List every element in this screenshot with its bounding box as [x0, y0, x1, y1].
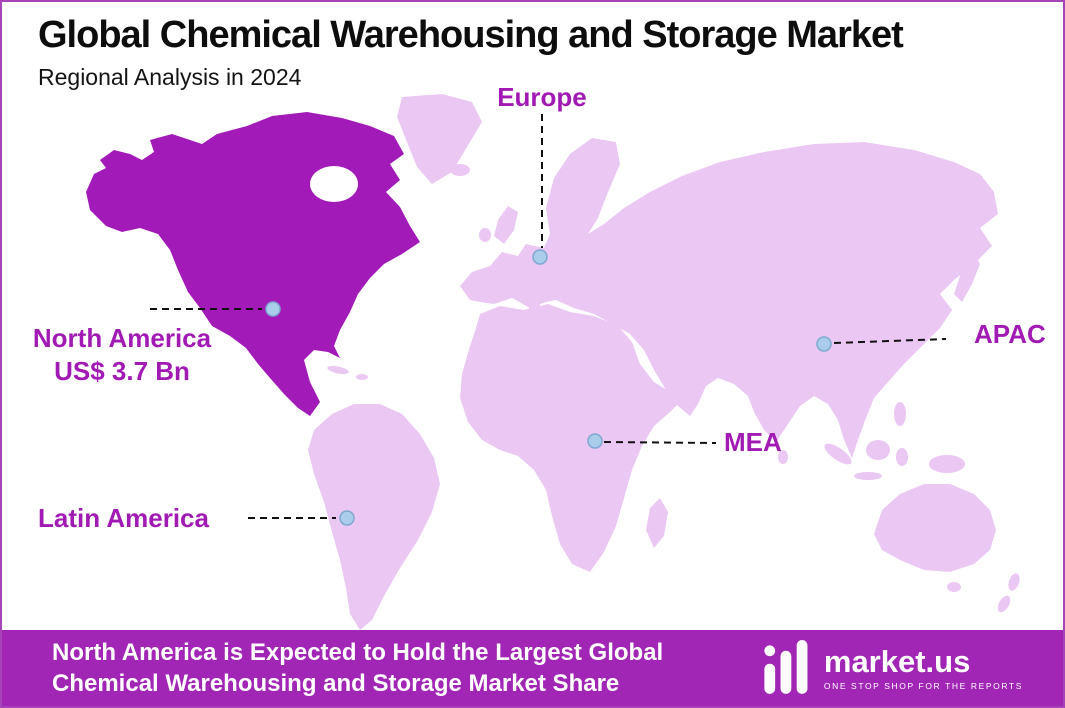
mea-connector — [603, 441, 717, 444]
sumatra-region — [824, 443, 852, 465]
japan-region — [954, 252, 980, 302]
apac-connector — [833, 338, 947, 344]
europe-marker-icon — [532, 249, 548, 265]
north-america-value: US$ 3.7 Bn — [54, 355, 190, 386]
region-markers — [265, 249, 832, 526]
map-landmasses — [308, 94, 1020, 630]
iceland-region — [450, 164, 470, 176]
borneo-region — [866, 440, 890, 460]
sri-lanka-region — [778, 450, 788, 464]
ireland-region — [479, 228, 491, 242]
hudson-bay — [310, 166, 358, 202]
footer-headline-line1: North America is Expected to Hold the La… — [52, 638, 664, 666]
footer-banner: North America is Expected to Hold the La… — [2, 630, 1063, 706]
south-america-region — [308, 404, 440, 630]
label-europe: Europe — [497, 82, 587, 112]
apac-marker-icon — [816, 336, 832, 352]
brand-text: market.us ONE STOP SHOP FOR THE REPORTS — [824, 646, 1023, 691]
philippines-region — [894, 402, 906, 426]
footer-headline-line2: Chemical Warehousing and Storage Market … — [52, 670, 620, 697]
label-apac: APAC — [974, 319, 1046, 349]
sulawesi-region — [896, 448, 908, 466]
new-zealand-south-region — [997, 595, 1011, 613]
latin-america-marker-icon — [339, 510, 355, 526]
caribbean-islands — [327, 365, 368, 380]
java-region — [854, 472, 882, 480]
label-latin-america: Latin America — [38, 503, 209, 533]
new-guinea-region — [929, 455, 965, 473]
brand-tagline: ONE STOP SHOP FOR THE REPORTS — [823, 680, 1023, 691]
australia-region — [874, 484, 996, 572]
label-mea: MEA — [724, 427, 782, 457]
tasmania-region — [947, 582, 961, 592]
connector-lines — [150, 114, 947, 519]
new-zealand-region — [1008, 573, 1020, 591]
market-us-logo-icon — [764, 640, 808, 694]
eurasia-region — [460, 138, 998, 458]
madagascar-region — [646, 498, 668, 548]
greenland-region — [397, 94, 482, 184]
page-subtitle: Regional Analysis in 2024 — [38, 64, 302, 90]
brand-logo: market.us ONE STOP SHOP FOR THE REPORTS — [762, 640, 1023, 696]
africa-region — [460, 304, 684, 572]
north-america-label-text: North America — [32, 323, 212, 353]
uk-region — [494, 206, 518, 244]
mea-marker-icon — [587, 433, 603, 449]
brand-name: market.us — [823, 643, 971, 679]
page-title: Global Chemical Warehousing and Storage … — [38, 14, 904, 56]
label-north-america: North America US$ 3.7 Bn — [2, 322, 242, 387]
footer-headline: North America is Expected to Hold the La… — [52, 637, 663, 699]
north-america-marker-icon — [265, 301, 281, 317]
